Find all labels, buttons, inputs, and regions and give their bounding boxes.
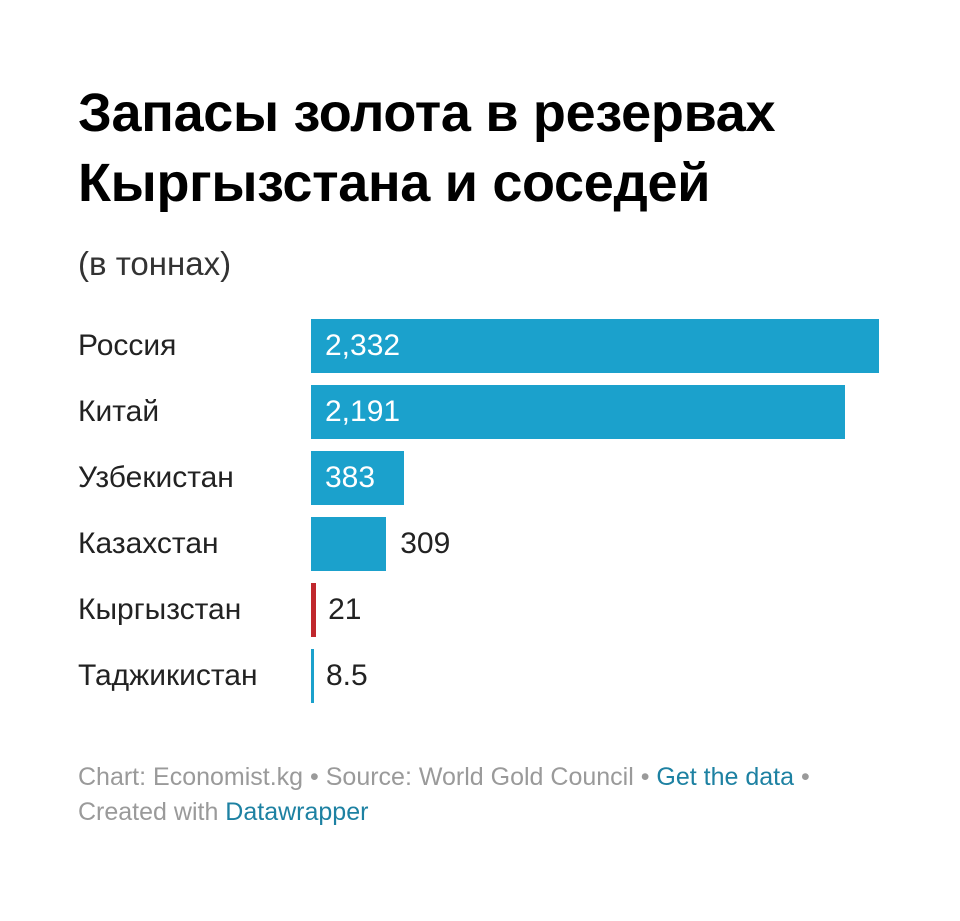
bar-value-label: 2,191 <box>325 395 401 428</box>
bar <box>311 385 845 439</box>
bar-row: Кыргызстан 21 <box>78 582 938 638</box>
bar <box>311 649 314 703</box>
bar-row: Казахстан 309 <box>78 516 938 572</box>
category-label: Китай <box>78 395 160 428</box>
bar-row: Китай 2,191 <box>78 384 938 440</box>
footer-separator: • <box>794 763 810 791</box>
chart-title: Запасы золота в резервах Кыргызстана и с… <box>78 83 776 213</box>
bar-value-label: 309 <box>400 527 451 560</box>
category-label: Узбекистан <box>78 461 234 494</box>
bar-value-label: 21 <box>328 593 362 626</box>
footer-source: Source: World Gold Council <box>325 763 634 791</box>
chart-footer: Chart: Economist.kg • Source: World Gold… <box>78 760 878 830</box>
get-the-data-link[interactable]: Get the data <box>656 763 795 791</box>
footer-chart-credit: Chart: Economist.kg <box>78 763 304 791</box>
category-label: Россия <box>78 329 177 362</box>
bar-row: Таджикистан 8.5 <box>78 648 938 704</box>
bar <box>311 583 317 637</box>
bar-value-label: 383 <box>325 461 376 494</box>
footer-separator: • <box>633 763 657 791</box>
category-label: Кыргызстан <box>78 593 242 626</box>
bar <box>311 319 879 373</box>
bar <box>311 517 387 571</box>
bar-value-label: 2,332 <box>325 329 401 362</box>
bar-row: Узбекистан 383 <box>78 450 938 506</box>
bar-row: Россия 2,332 <box>78 318 938 374</box>
datawrapper-link[interactable]: Datawrapper <box>225 798 369 826</box>
bar-chart: Россия 2,332 Китай 2,191 Узбекистан 383 Казахс… <box>78 318 938 708</box>
footer-separator: • <box>303 763 326 791</box>
bar-value-label: 8.5 <box>326 659 368 692</box>
category-label: Казахстан <box>78 527 219 560</box>
chart-subtitle: (в тоннах) <box>78 245 232 282</box>
footer-created-with: Created with <box>78 798 226 826</box>
category-label: Таджикистан <box>78 659 258 692</box>
bar <box>311 451 405 505</box>
